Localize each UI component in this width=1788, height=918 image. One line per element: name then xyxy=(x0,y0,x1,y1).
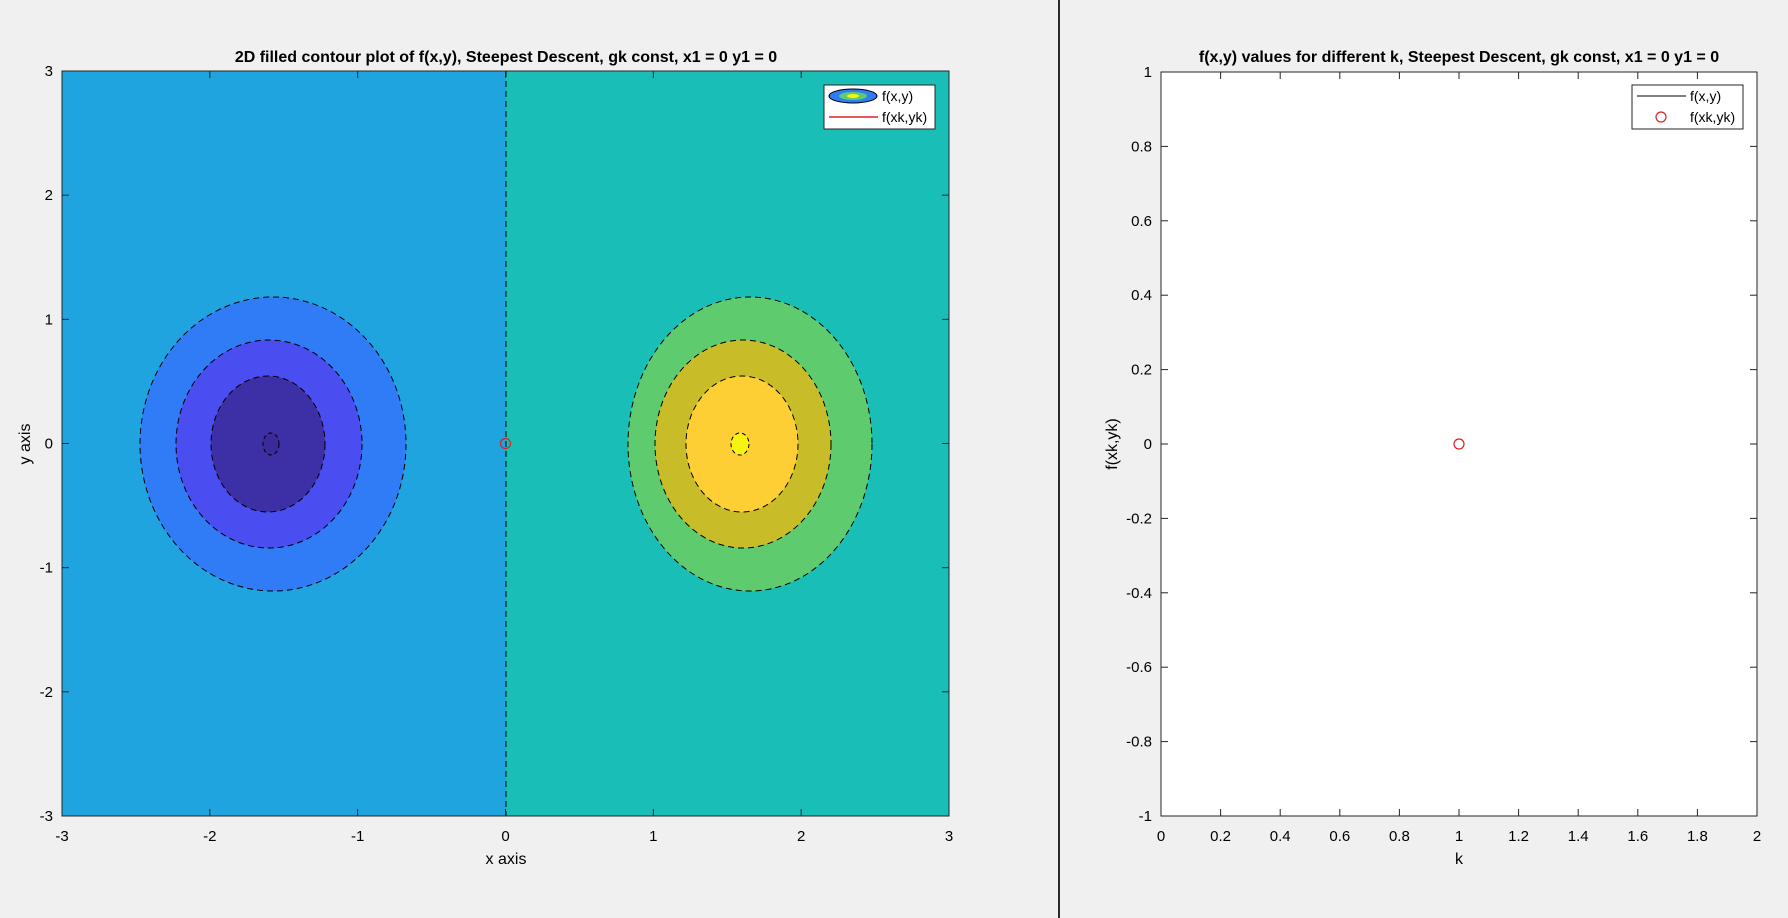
iteration-legend-label-fxkyk: f(xk,yk) xyxy=(1690,109,1735,125)
contour-legend: f(x,y) f(xk,yk) xyxy=(823,84,936,130)
max-contour-level-4 xyxy=(730,432,750,456)
iteration-y-tick-label: -0.8 xyxy=(1126,734,1152,751)
iteration-y-tick-label: -0.2 xyxy=(1126,510,1152,527)
contour-y-tick-label: -1 xyxy=(40,560,53,577)
contour-x-tick-label: 2 xyxy=(797,828,805,845)
contour-legend-label-fxkyk: f(xk,yk) xyxy=(882,109,927,125)
panel-divider xyxy=(1058,0,1060,918)
iteration-y-tick-label: -0.6 xyxy=(1126,659,1152,676)
min-contour-level-4 xyxy=(262,432,280,456)
iterate-point-marker xyxy=(499,437,512,450)
contour-x-tick-label: -2 xyxy=(203,828,216,845)
contour-y-tick-label: 2 xyxy=(45,187,53,204)
contour-y-tick-label: 1 xyxy=(45,311,53,328)
contour-x-tick-label: 1 xyxy=(649,828,657,845)
iteration-plot-area xyxy=(1161,72,1757,816)
contour-x-tick-label: -3 xyxy=(55,828,68,845)
iteration-legend: f(x,y) f(xk,yk) xyxy=(1631,84,1744,130)
iteration-x-tick-label: 0.6 xyxy=(1329,828,1350,845)
iteration-x-tick-label: 2 xyxy=(1753,828,1761,845)
left-figure-panel: 2D filled contour plot of f(x,y), Steepe… xyxy=(17,49,954,868)
iteration-y-tick-label: 1 xyxy=(1144,64,1152,81)
iteration-x-tick-label: 1 xyxy=(1455,828,1463,845)
iteration-x-tick-label: 0 xyxy=(1157,828,1165,845)
iteration-x-tick-label: 1.6 xyxy=(1627,828,1648,845)
iteration-y-axis-label: f(xk,yk) xyxy=(1104,418,1121,470)
iteration-y-tick-label: -0.4 xyxy=(1126,585,1152,602)
contour-y-tick-label: 3 xyxy=(45,63,53,80)
iteration-y-tick-label: 0.4 xyxy=(1131,287,1152,304)
iteration-y-tick-label: 0.2 xyxy=(1131,362,1152,379)
contour-y-tick-label: 0 xyxy=(45,436,53,453)
contour-y-tick-label: -2 xyxy=(40,684,53,701)
contour-plot-title: 2D filled contour plot of f(x,y), Steepe… xyxy=(235,49,777,66)
iteration-x-axis-label: k xyxy=(1455,851,1464,868)
iteration-legend-box xyxy=(1631,84,1744,130)
fxkyk-data-point xyxy=(1453,438,1465,450)
iteration-x-tick-label: 1.4 xyxy=(1568,828,1589,845)
contour-y-tick-label: -3 xyxy=(40,808,53,825)
iteration-y-tick-label: -1 xyxy=(1139,808,1152,825)
iteration-x-tick-label: 1.8 xyxy=(1687,828,1708,845)
iteration-plot-title: f(x,y) values for different k, Steepest … xyxy=(1199,49,1719,66)
iteration-x-tick-label: 0.2 xyxy=(1210,828,1231,845)
right-figure-panel: f(x,y) values for different k, Steepest … xyxy=(1060,0,1788,918)
contour-x-tick-label: 0 xyxy=(501,828,509,845)
iteration-legend-label-fxy: f(x,y) xyxy=(1690,88,1721,104)
iteration-y-tick-label: 0.6 xyxy=(1131,213,1152,230)
iteration-y-tick-label: 0.8 xyxy=(1131,138,1152,155)
iteration-y-tick-label: 0 xyxy=(1144,436,1152,453)
contour-legend-label-fxy: f(x,y) xyxy=(882,88,913,104)
contour-x-tick-label: 3 xyxy=(945,828,953,845)
iteration-legend-marker xyxy=(1655,111,1667,123)
iteration-plot: f(x,y) values for different k, Steepest … xyxy=(1104,49,1761,868)
iteration-x-tick-label: 1.2 xyxy=(1508,828,1529,845)
contour-x-axis-label: x axis xyxy=(486,851,527,868)
iteration-x-tick-label: 0.8 xyxy=(1389,828,1410,845)
contour-y-axis-label: y axis xyxy=(17,424,34,465)
contour-plot: 2D filled contour plot of f(x,y), Steepe… xyxy=(17,49,953,868)
contour-x-tick-label: -1 xyxy=(351,828,364,845)
iteration-x-tick-label: 0.4 xyxy=(1270,828,1291,845)
